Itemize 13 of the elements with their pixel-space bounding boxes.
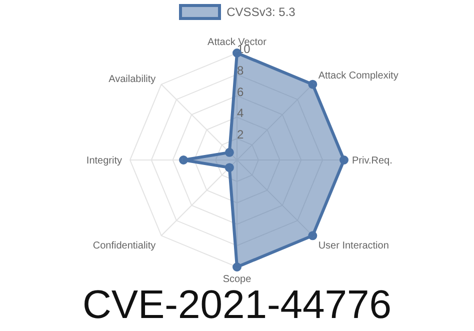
spoke-label: Integrity bbox=[86, 156, 122, 167]
spoke-label: Availability bbox=[108, 74, 156, 86]
text: CVE-2021-44776 bbox=[81, 283, 393, 328]
y-tick-label: 8 bbox=[237, 63, 244, 78]
spoke-label: User Interaction bbox=[318, 240, 389, 252]
spoke-label: Priv.Req. bbox=[352, 156, 392, 167]
spoke-label: Attack Complexity bbox=[318, 70, 398, 82]
y-tick-label: 2 bbox=[237, 128, 244, 142]
legend-label: CVSSv3: 5.3 bbox=[226, 4, 296, 20]
y-tick-label: 6 bbox=[237, 84, 244, 99]
y-tick-label: 4 bbox=[237, 106, 244, 120]
spoke-label: Confidentiality bbox=[92, 240, 156, 252]
spoke-label: Scope bbox=[222, 274, 252, 286]
